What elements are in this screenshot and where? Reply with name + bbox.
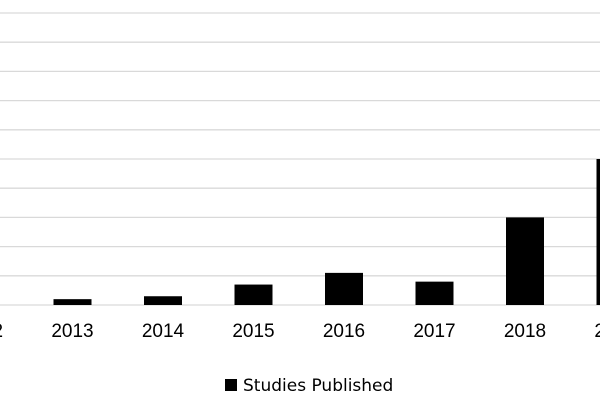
bar (506, 217, 544, 305)
x-tick-label: 2016 (323, 321, 365, 342)
bar (415, 281, 454, 305)
x-tick-label: 2017 (413, 321, 455, 342)
x-tick-label: 2015 (232, 321, 274, 342)
bar (53, 299, 92, 305)
bar (596, 159, 600, 305)
x-tick-label: 2014 (142, 321, 185, 342)
bar (144, 296, 182, 305)
x-tick-label: 2013 (51, 321, 93, 342)
x-tick-label: 2018 (504, 321, 546, 342)
x-tick-label: 2019 (594, 321, 600, 342)
legend-swatch (225, 379, 237, 391)
legend-label: Studies Published (243, 376, 393, 396)
x-tick-label: 2012 (0, 321, 3, 342)
bar (325, 272, 363, 305)
bar (234, 284, 273, 305)
